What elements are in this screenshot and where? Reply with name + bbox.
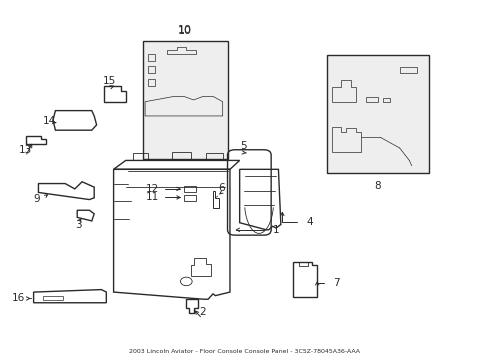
Bar [142, 41, 227, 159]
Bar [326, 55, 428, 173]
Bar [43, 296, 62, 300]
Text: 9: 9 [34, 194, 40, 204]
Text: 3: 3 [75, 220, 82, 230]
Text: 1: 1 [272, 225, 279, 235]
Text: 15: 15 [103, 76, 116, 86]
Text: 10: 10 [178, 25, 192, 35]
Text: 5: 5 [240, 141, 246, 151]
Text: 7: 7 [333, 278, 339, 288]
Text: 6: 6 [218, 183, 224, 193]
Text: 2003 Lincoln Aviator - Floor Console Console Panel - 3C5Z-78045A36-AAA: 2003 Lincoln Aviator - Floor Console Con… [129, 348, 359, 354]
Text: 16: 16 [11, 293, 25, 303]
Text: 2: 2 [199, 307, 205, 318]
Text: 4: 4 [306, 217, 313, 227]
Text: 8: 8 [374, 181, 380, 192]
Text: 11: 11 [145, 193, 159, 202]
Text: 10: 10 [178, 26, 192, 36]
Text: 12: 12 [145, 184, 159, 194]
Text: 13: 13 [19, 145, 32, 155]
Text: 14: 14 [43, 116, 56, 126]
